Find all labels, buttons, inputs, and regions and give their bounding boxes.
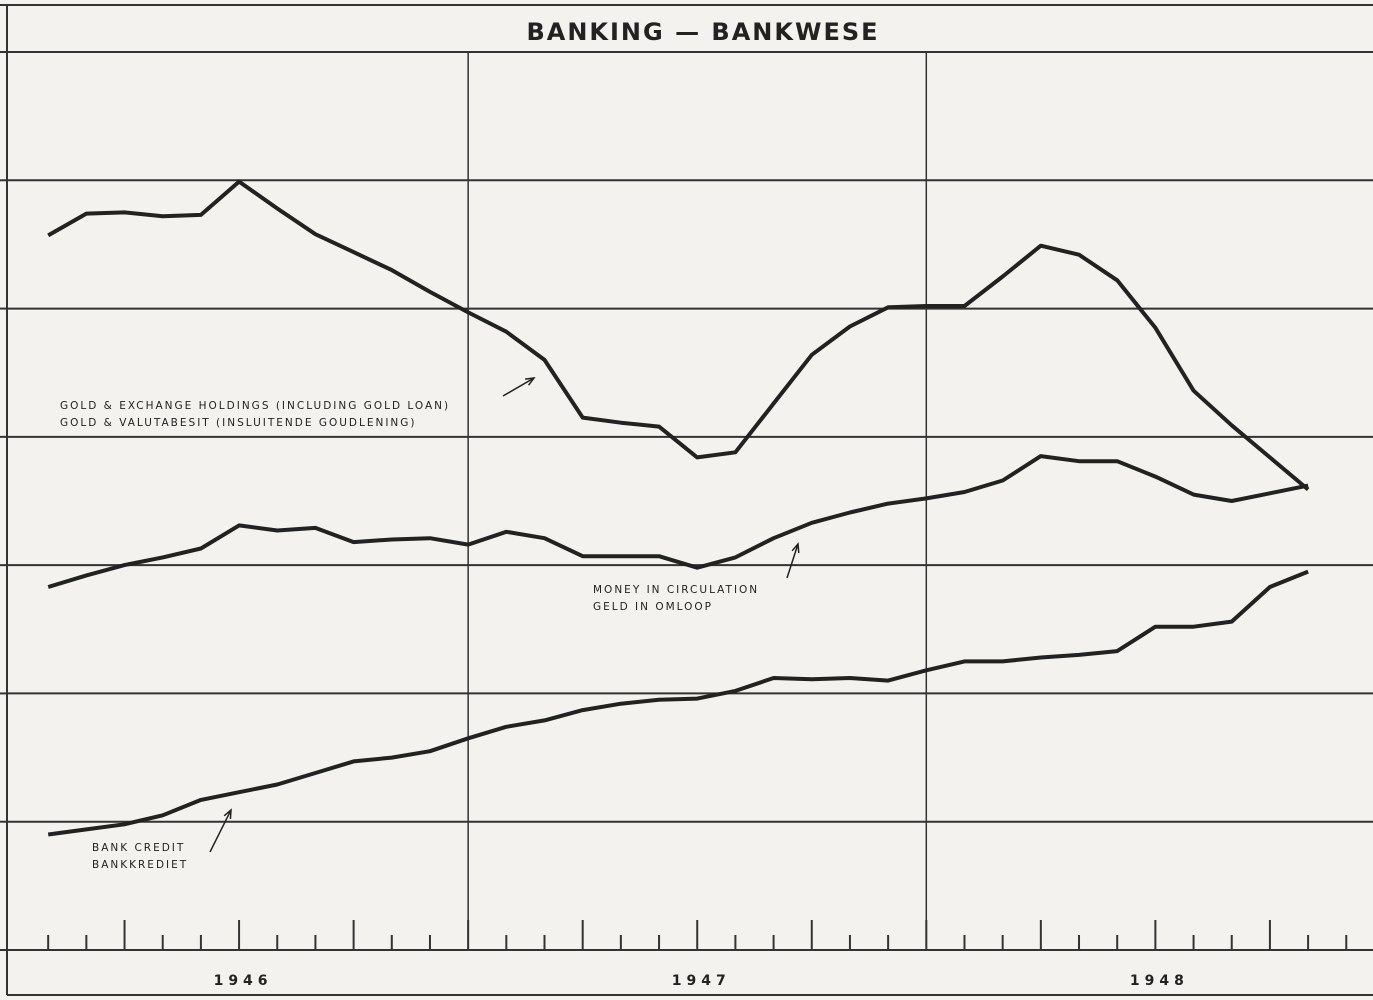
annotation: BANKKREDIET [92,859,188,871]
annotation-arrow [502,377,535,397]
annotation: MONEY IN CIRCULATION [593,584,759,596]
annotation: GOLD & VALUTABESIT (INSLUITENDE GOUDLENI… [60,417,417,429]
year-label: 1946 [214,973,273,989]
series-line [47,454,1309,589]
annotation-arrowhead [524,377,536,386]
chart-title: BANKING — BANKWESE [526,18,879,46]
series-line [47,179,1310,492]
annotation-arrowhead [791,542,800,554]
annotation: GOLD & EXCHANGE HOLDINGS (INCLUDING GOLD… [60,400,450,412]
annotation-arrow [786,543,799,579]
annotation-arrow [209,809,232,853]
year-label: 1948 [1130,973,1189,989]
annotation: BANK CREDIT [92,842,185,854]
annotation: GELD IN OMLOOP [593,601,713,613]
annotation-arrowhead [223,808,232,820]
year-label: 1947 [672,973,731,989]
series-line [47,569,1309,837]
